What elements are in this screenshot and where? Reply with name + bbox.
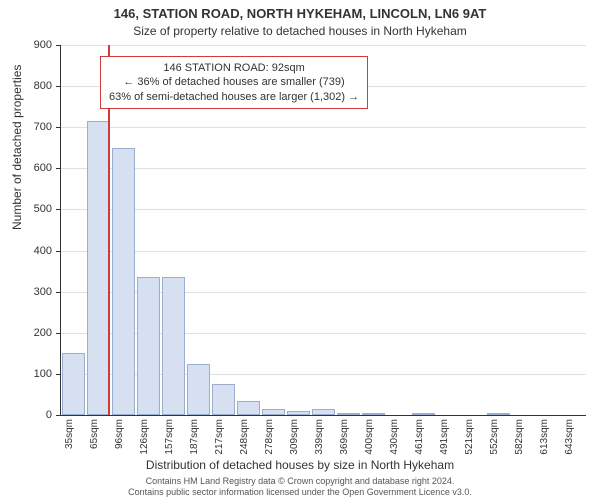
annotation-line-1: 146 STATION ROAD: 92sqm (109, 61, 359, 75)
chart-title: 146, STATION ROAD, NORTH HYKEHAM, LINCOL… (0, 6, 600, 21)
histogram-bar (137, 277, 161, 415)
ytick-label: 200 (12, 327, 52, 339)
histogram-bar (262, 409, 286, 415)
ytick-mark (56, 415, 61, 416)
ytick-label: 300 (12, 286, 52, 298)
footer-line-2: Contains public sector information licen… (0, 487, 600, 498)
x-axis-label: Distribution of detached houses by size … (0, 458, 600, 472)
gridline (61, 251, 586, 252)
ytick-mark (56, 168, 61, 169)
ytick-label: 0 (12, 409, 52, 421)
annotation-line-2: ← 36% of detached houses are smaller (73… (109, 75, 359, 89)
histogram-bar (187, 364, 211, 415)
ytick-mark (56, 374, 61, 375)
gridline (61, 209, 586, 210)
annotation-box: 146 STATION ROAD: 92sqm ← 36% of detache… (100, 56, 368, 109)
histogram-bar (237, 401, 261, 415)
gridline (61, 168, 586, 169)
ytick-label: 700 (12, 121, 52, 133)
histogram-bar (287, 411, 311, 415)
ytick-label: 800 (12, 80, 52, 92)
ytick-label: 500 (12, 203, 52, 215)
ytick-label: 900 (12, 39, 52, 51)
histogram-bar (312, 409, 336, 415)
footer-attribution: Contains HM Land Registry data © Crown c… (0, 476, 600, 498)
histogram-bar (62, 353, 86, 415)
ytick-mark (56, 251, 61, 252)
ytick-label: 400 (12, 245, 52, 257)
histogram-bar (487, 413, 511, 415)
gridline (61, 45, 586, 46)
histogram-bar (412, 413, 436, 415)
ytick-label: 600 (12, 162, 52, 174)
histogram-bar (212, 384, 236, 415)
gridline (61, 127, 586, 128)
histogram-bar (362, 413, 386, 415)
ytick-mark (56, 209, 61, 210)
ytick-mark (56, 86, 61, 87)
chart-subtitle: Size of property relative to detached ho… (0, 24, 600, 38)
ytick-label: 100 (12, 368, 52, 380)
ytick-mark (56, 292, 61, 293)
histogram-bar (337, 413, 361, 415)
annotation-line-3: 63% of semi-detached houses are larger (… (109, 90, 359, 104)
footer-line-1: Contains HM Land Registry data © Crown c… (0, 476, 600, 487)
ytick-mark (56, 45, 61, 46)
histogram-bar (112, 148, 136, 415)
histogram-bar (162, 277, 186, 415)
ytick-mark (56, 127, 61, 128)
ytick-mark (56, 333, 61, 334)
